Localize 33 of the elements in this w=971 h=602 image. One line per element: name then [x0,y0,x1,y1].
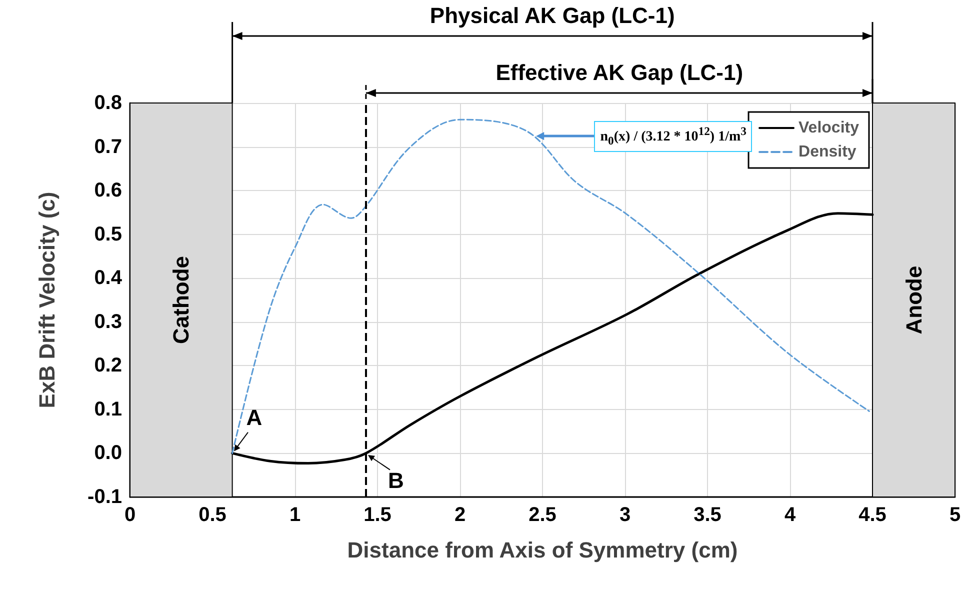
legend-label: Density [798,144,856,160]
y-tick-label: -0.1 [88,486,122,508]
y-tick-label: 0.3 [94,310,122,333]
x-tick-label: 4.5 [858,504,886,526]
y-tick-label: 0.5 [94,223,122,246]
x-tick-label: 5 [949,504,961,526]
line-series [232,118,870,454]
y-axis-title: ExB Drift Velocity (c) [34,192,60,408]
x-tick-label: 0 [124,504,136,526]
text: Physical AK Gap (LC-1) [430,3,675,29]
x-tick-label: 3 [619,504,631,526]
x-tick-label: 2 [454,504,466,526]
y-tick-label: 0.2 [94,354,122,377]
x-tick-label: 1.5 [364,504,392,526]
band-label: Anode [901,266,926,334]
y-tick-label: 0.1 [94,398,122,420]
legend-label: Velocity [798,120,860,136]
x-tick-label: 3.5 [694,504,722,526]
y-tick-label: 0.6 [94,180,122,202]
band-label: Cathode [168,256,194,344]
y-tick-label: 0.8 [94,92,122,114]
x-tick-label: 2.5 [528,504,556,526]
annotation: A [246,405,262,432]
x-tick-label: 0.5 [198,504,226,526]
text: Effective AK Gap (LC-1) [496,60,744,86]
annotation: n$_{0}$(x) / (3.12 * 10$^{12}$) 1/m$^{3}$ [594,121,752,152]
x-tick-label: 1 [289,504,301,526]
annotation: B [388,468,404,494]
x-axis-title: Distance from Axis of Symmetry (cm) [347,538,738,562]
y-tick-label: 0.4 [94,267,123,290]
x-tick-label: 4 [784,504,796,526]
y-tick-label: 0.7 [94,136,122,158]
y-tick-label: 0.0 [94,442,122,464]
